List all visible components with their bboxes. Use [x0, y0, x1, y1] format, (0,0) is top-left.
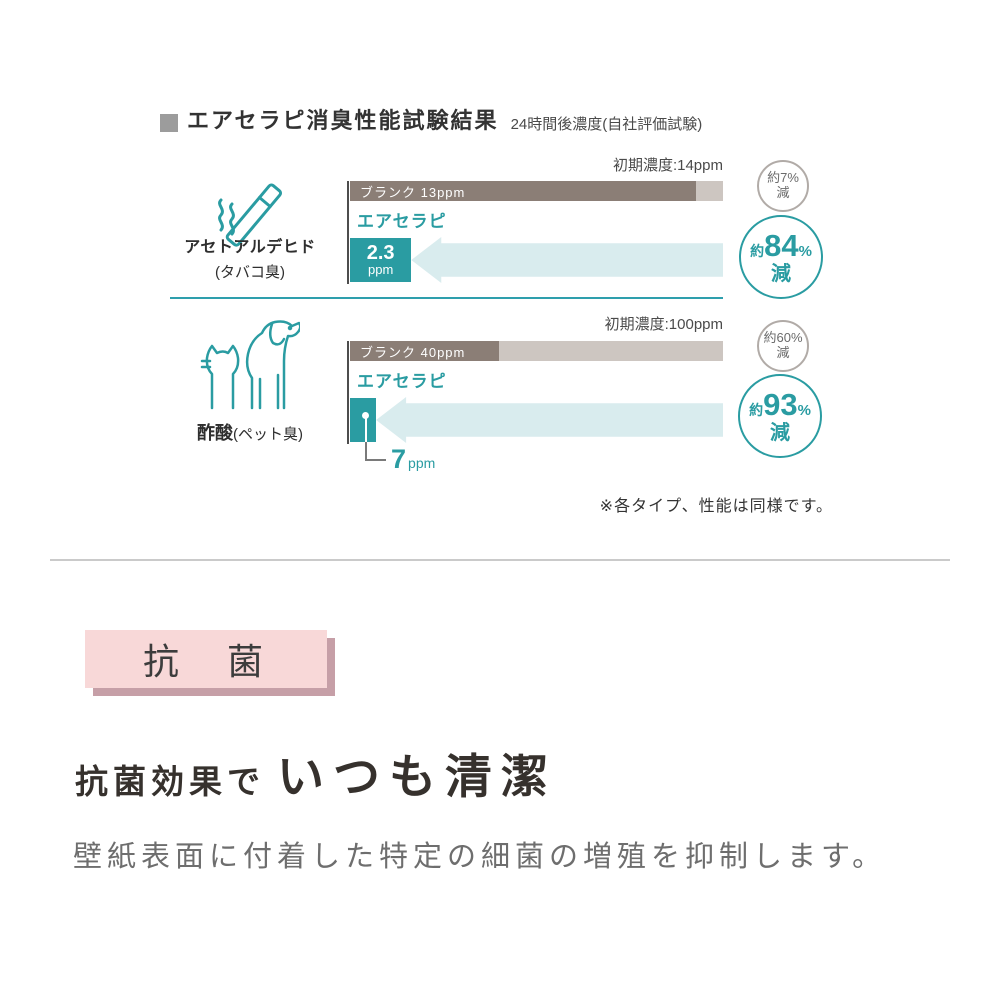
blank-reduction-suffix: 減: [776, 345, 790, 360]
substance-name: 酢酸: [197, 423, 233, 443]
section-header: エアセラピ消臭性能試験結果 24時間後濃度(自社評価試験): [160, 103, 702, 135]
antibacterial-description: 壁紙表面に付着した特定の細菌の増殖を抑制します。: [73, 841, 887, 873]
blank-bar-fill: ブランク 13ppm: [350, 181, 697, 201]
cigarette-icon: [205, 168, 300, 258]
reduction-percent: %: [797, 402, 811, 419]
blank-bar-label: ブランク 13ppm: [360, 184, 466, 200]
product-callout-value: 7 ppm: [391, 444, 435, 475]
reduction-percent: %: [798, 243, 812, 260]
blank-bar-fill: ブランク 40ppm: [350, 341, 500, 361]
footnote: ※各タイプ、性能は同様です。: [599, 498, 833, 515]
blank-bar-label: ブランク 40ppm: [360, 344, 466, 360]
reduction-number: 84: [764, 228, 799, 263]
product-unit: ppm: [367, 261, 394, 277]
blank-reduction-value: 約60%: [763, 330, 803, 346]
initial-concentration-label: 初期濃度:14ppm: [612, 157, 723, 174]
axis-line: [347, 181, 349, 284]
blank-reduction-badge: 約7% 減: [757, 160, 809, 212]
reduction-suffix: 減: [770, 422, 790, 444]
product-bar-row: [350, 395, 723, 445]
antibacterial-heading: 抗菌効果で いつも清潔: [75, 738, 557, 807]
product-value-box: 2.3 ppm: [350, 238, 412, 282]
product-bar-row: 2.3 ppm: [350, 235, 723, 285]
odor-note: (ペット臭): [233, 426, 303, 443]
blank-bar: ブランク 40ppm: [350, 341, 723, 361]
blank-reduction-suffix: 減: [776, 185, 790, 200]
heading-small: 抗菌効果で: [75, 763, 265, 800]
cat-dog-icon: [200, 316, 300, 411]
blank-reduction-badge: 約60% 減: [757, 320, 809, 372]
row-acetic-acid-label: 酢酸(ペット臭): [160, 419, 340, 445]
initial-concentration-label: 初期濃度:100ppm: [604, 316, 723, 333]
antibacterial-badge: 抗 菌: [85, 630, 327, 688]
page-subtitle: 24時間後濃度(自社評価試験): [510, 116, 703, 133]
section-divider: [50, 559, 950, 561]
reduction-arrow-icon: [411, 236, 723, 284]
reduction-about: 約: [750, 243, 765, 259]
product-reduction-badge: 約 84% 減: [739, 215, 823, 299]
product-value: 2.3: [366, 241, 395, 264]
row-separator-rule: [170, 297, 723, 299]
product-reduction-badge: 約 93% 減: [738, 374, 822, 458]
reduction-arrow-icon: [376, 396, 723, 444]
product-unit: ppm: [408, 455, 436, 471]
square-bullet-icon: [160, 114, 178, 132]
heading-large: いつも清潔: [277, 750, 557, 803]
leader-line-white: [365, 418, 367, 442]
row-acetaldehyde-label: アセトアルデヒド (タバコ臭): [160, 233, 340, 282]
blank-reduction-value: 約7%: [767, 170, 799, 186]
product-value: 7: [391, 444, 407, 474]
blank-bar: ブランク 13ppm: [350, 181, 723, 201]
odor-note: (タバコ臭): [215, 264, 285, 281]
axis-line: [347, 341, 349, 444]
leader-dot: [362, 412, 369, 419]
leader-line-horizontal: [365, 459, 386, 461]
reduction-number: 93: [763, 387, 798, 422]
reduction-suffix: 減: [771, 263, 791, 285]
reduction-about: 約: [749, 402, 764, 418]
product-label: エアセラピ: [357, 372, 447, 391]
substance-name: アセトアルデヒド: [184, 239, 316, 256]
leader-line-vertical: [365, 442, 367, 461]
product-value-box: [350, 398, 377, 442]
product-label: エアセラピ: [357, 212, 447, 231]
page-title: エアセラピ消臭性能試験結果: [187, 108, 499, 133]
